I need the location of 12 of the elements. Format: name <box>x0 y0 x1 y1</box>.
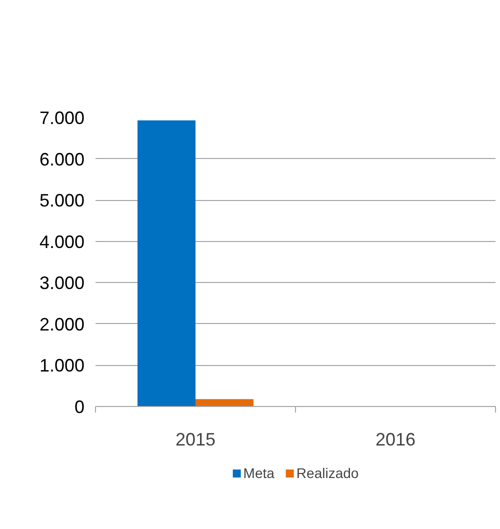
y-tick-label: 5.000 <box>39 190 85 211</box>
y-tick-label: 6.000 <box>39 149 85 170</box>
y-tick-label: 2.000 <box>39 314 85 334</box>
y-tick-label: 0 <box>74 397 85 417</box>
y-tick-label: 1.000 <box>39 356 85 376</box>
y-tick-label: 4.000 <box>39 232 85 252</box>
x-tick-label: 2016 <box>375 430 416 450</box>
x-tick-label: 2015 <box>175 430 216 450</box>
legend-label: Realizado <box>296 465 359 481</box>
y-tick-label: 7.000 <box>39 108 85 128</box>
y-tick-label: 3.000 <box>39 273 85 294</box>
legend-label: Meta <box>243 465 274 481</box>
